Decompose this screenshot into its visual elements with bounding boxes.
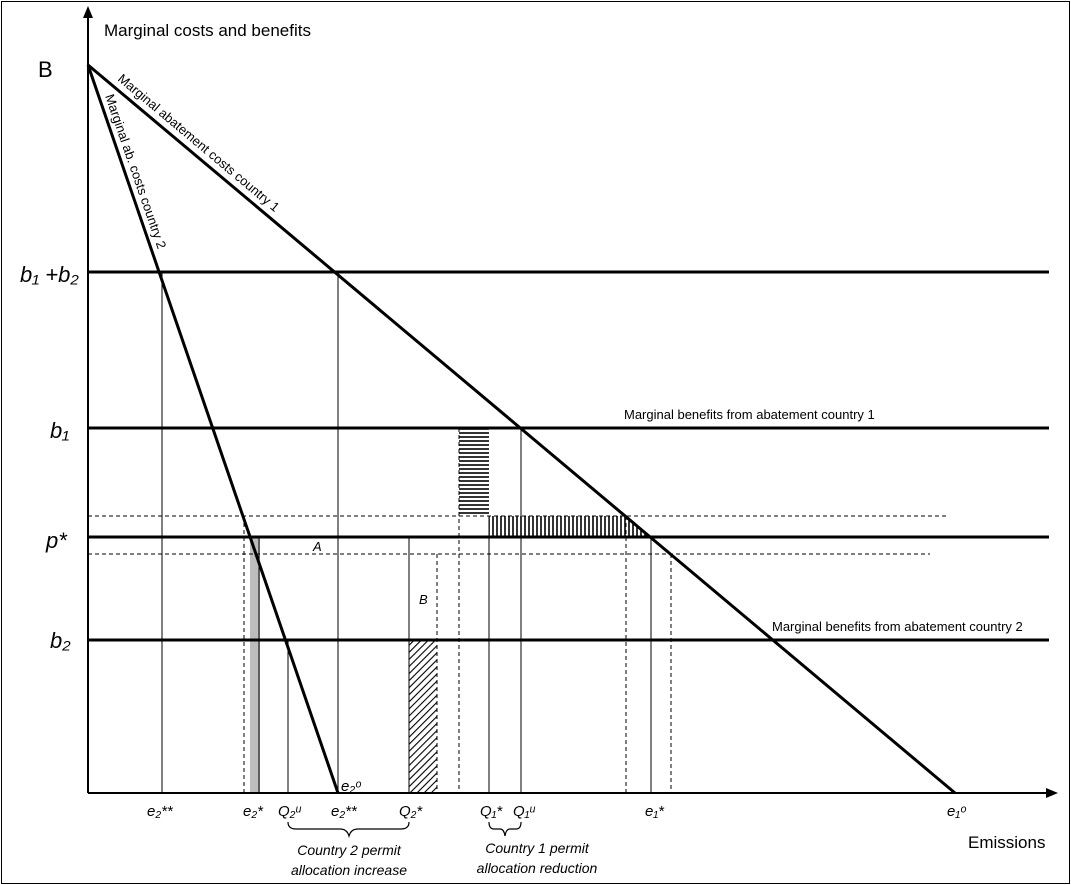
dashed-guides: [88, 428, 947, 793]
x-axis-title: Emissions: [968, 833, 1045, 852]
tick-q1u: Q₁ᵘ: [513, 803, 535, 820]
x-axis-arrow: [1046, 788, 1058, 798]
country2-brace: [287, 821, 410, 839]
country2-note-1: Country 2 permit: [297, 842, 402, 858]
country1-note-2: allocation reduction: [477, 860, 598, 876]
tick-e2ss-b: e₂**: [331, 803, 358, 820]
country1-note-1: Country 1 permit: [485, 840, 590, 856]
y-label-b1: b₁: [50, 418, 69, 443]
vertical-guides: [161, 272, 652, 793]
hstripe-area: [459, 428, 489, 516]
y-label-b2: b₂: [50, 628, 71, 653]
tick-q2s: Q₂*: [399, 803, 423, 820]
vstripe-area: [489, 516, 648, 537]
country1-brace: [488, 821, 522, 837]
mb1-label: Marginal benefits from abatement country…: [624, 407, 875, 422]
tick-e2o: e₂ᵒ: [341, 778, 361, 795]
benefit-lines: [88, 270, 1049, 642]
y-label-B: B: [38, 57, 53, 82]
tick-q2u: Q₂ᵘ: [278, 803, 301, 820]
grey-area: [250, 537, 260, 793]
tick-q1s: Q₁*: [480, 803, 503, 820]
tick-e1s: e₁*: [645, 803, 665, 820]
tick-e2s: e₂*: [243, 803, 264, 820]
diagonal-stripe-area: [409, 640, 437, 793]
area-label-A: A: [312, 539, 322, 554]
area-label-B: B: [419, 592, 428, 607]
y-axis-title: Marginal costs and benefits: [104, 21, 311, 40]
country2-note-2: allocation increase: [291, 862, 407, 878]
tick-e2ss-a: e₂**: [147, 803, 174, 820]
tick-e1o: e₁ᵒ: [947, 803, 966, 820]
mac1-curve: [87, 63, 956, 795]
mac2-curve: [86, 64, 340, 794]
y-label-b1b2: b₁ +b₂: [20, 262, 79, 287]
mb2-label: Marginal benefits from abatement country…: [772, 619, 1023, 634]
y-axis-arrow: [83, 6, 93, 18]
y-label-pstar: p*: [45, 528, 68, 553]
